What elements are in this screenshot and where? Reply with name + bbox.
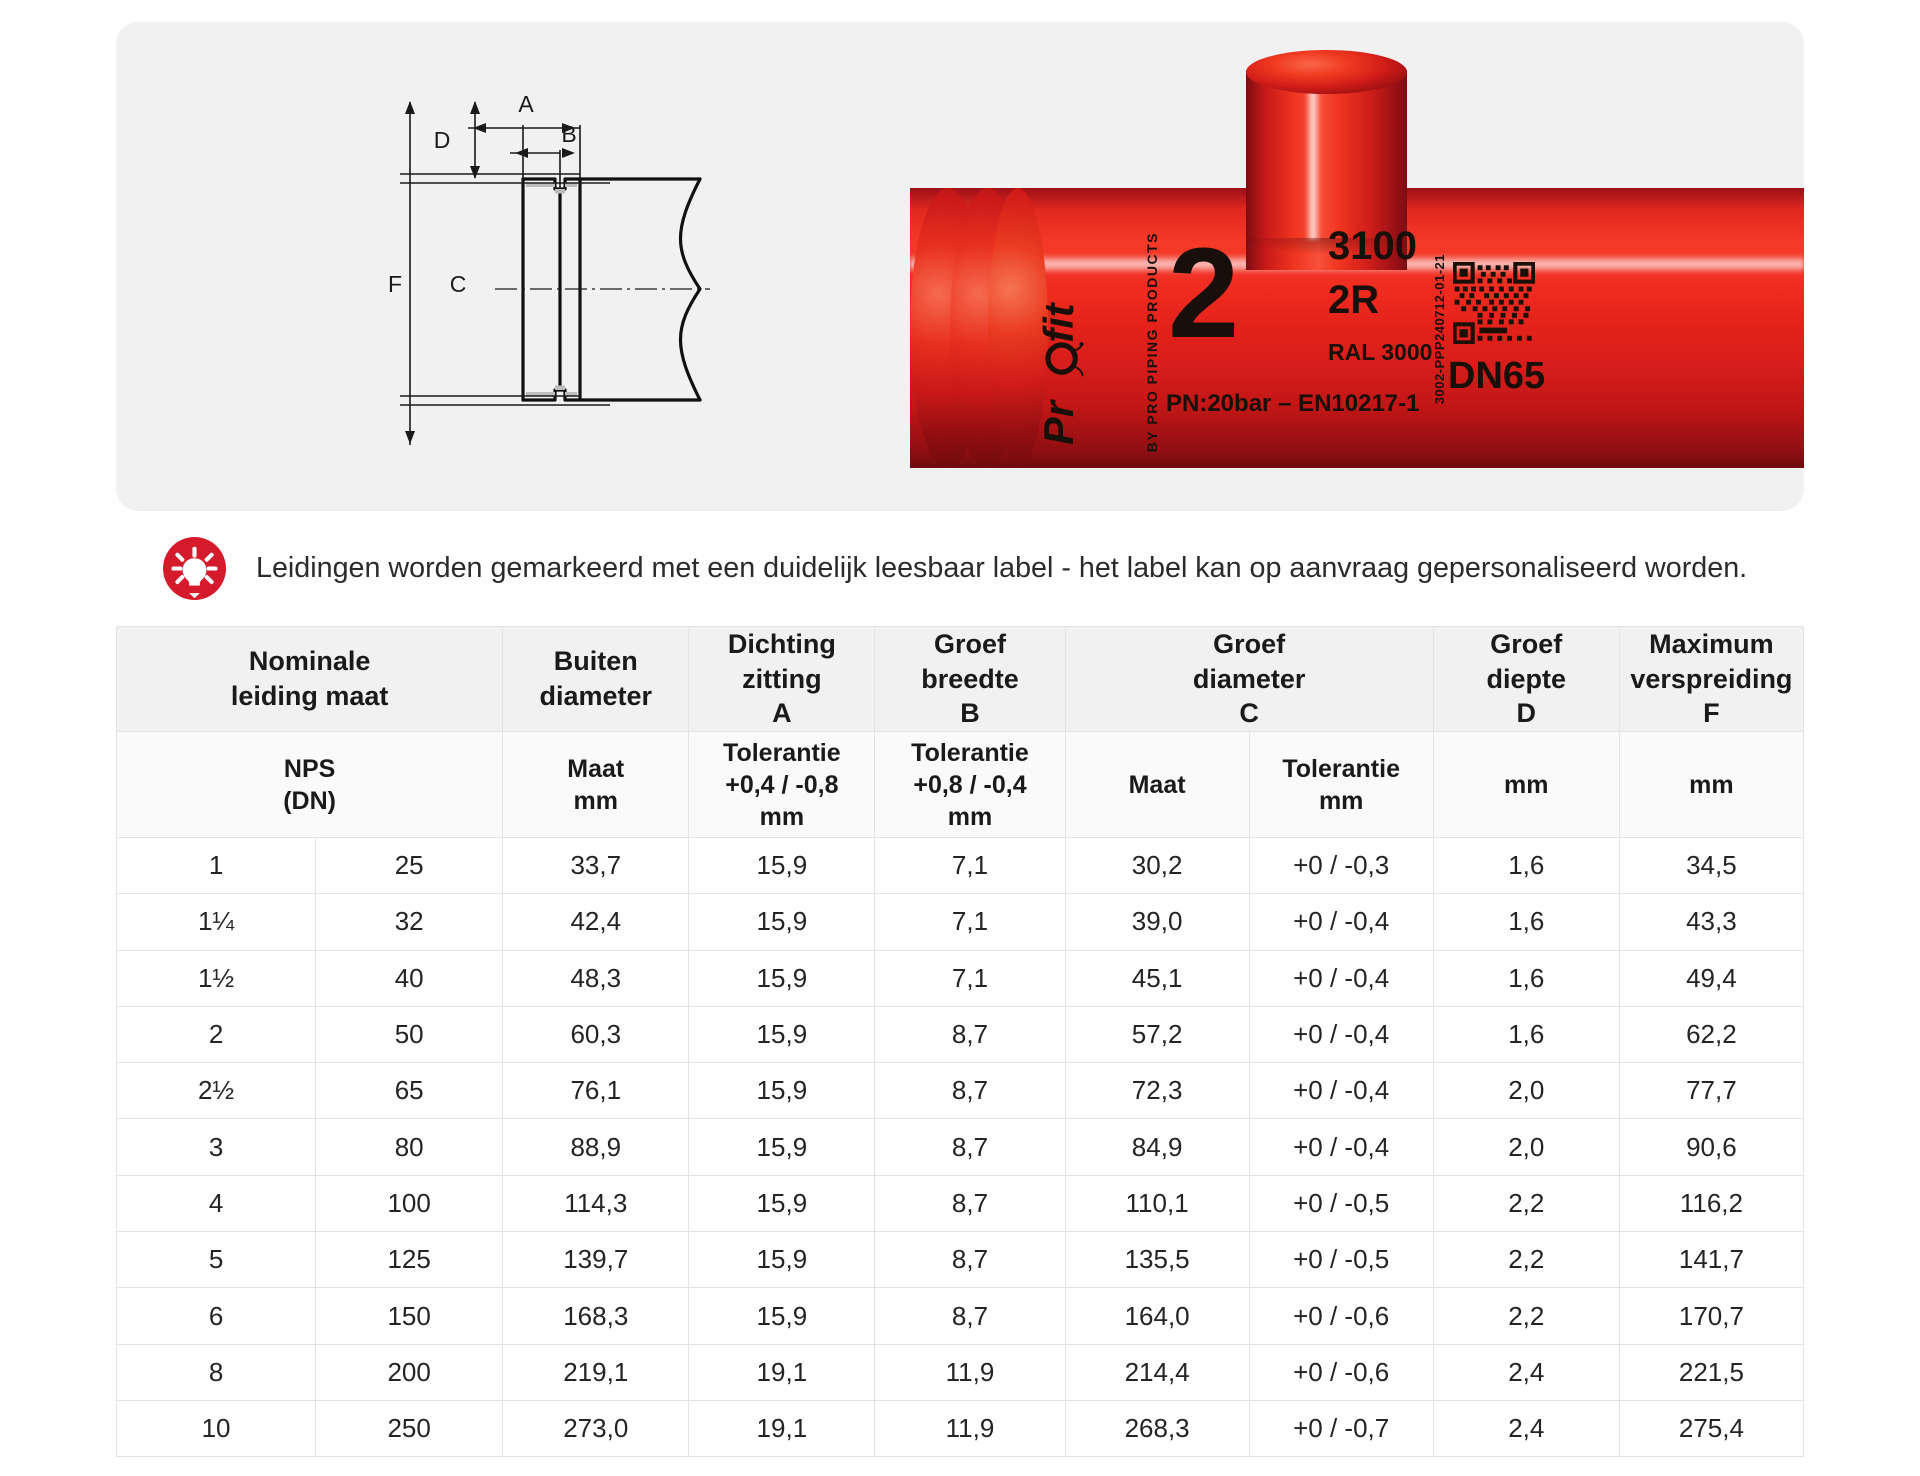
svg-text:Pr: Pr (1036, 398, 1082, 445)
svg-text:fit: fit (1036, 301, 1082, 342)
